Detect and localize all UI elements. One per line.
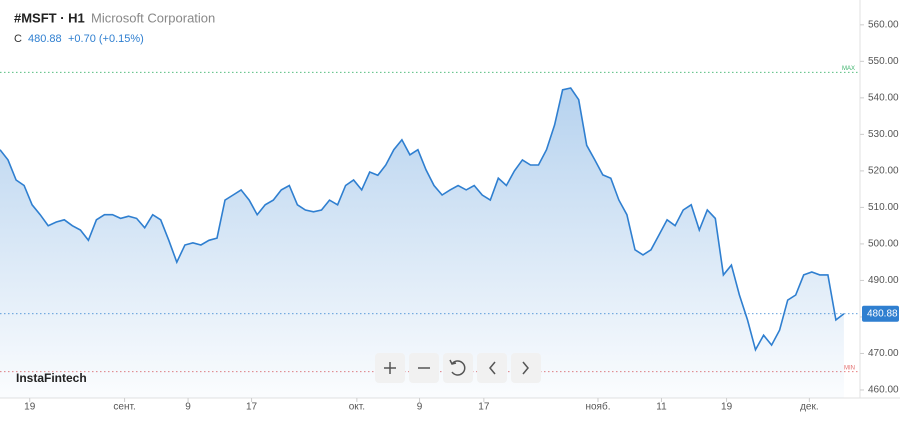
y-tick-label: 560.00	[868, 19, 899, 30]
zoom-in-button[interactable]	[375, 353, 405, 383]
brand: InstaFintech	[16, 371, 87, 385]
x-tick-label: дек.	[800, 402, 819, 413]
symbol: #MSFT · H1	[14, 10, 85, 25]
plot	[0, 71, 860, 398]
scroll-left-button[interactable]	[477, 353, 507, 383]
y-tick-label: 460.00	[868, 385, 899, 396]
y-tick-label: 530.00	[868, 129, 899, 140]
y-tick-label: 550.00	[868, 56, 899, 67]
x-tick-label: 19	[721, 402, 733, 413]
price-prefix: C	[14, 33, 22, 45]
zoom-out-button[interactable]	[409, 353, 439, 383]
x-tick-label: 9	[185, 402, 191, 413]
price-change: +0.70 (+0.15%)	[68, 33, 144, 45]
company: Microsoft Corporation	[91, 10, 215, 25]
y-tick-label: 470.00	[868, 348, 899, 359]
x-tick-label: 19	[24, 402, 36, 413]
x-tick-label: окт.	[349, 402, 365, 413]
reset-button[interactable]	[443, 353, 473, 383]
price-line	[0, 87, 845, 352]
y-tick-label: 520.00	[868, 166, 899, 177]
x-tick-label: 9	[417, 402, 423, 413]
zoom-controls	[375, 353, 541, 383]
y-tick-label: 510.00	[868, 202, 899, 213]
area	[0, 88, 844, 398]
y-tick-label: 500.00	[868, 239, 899, 250]
scroll-right-button[interactable]	[511, 353, 541, 383]
x-tick-label: нояб.	[585, 401, 610, 413]
x-tick-label: 17	[246, 402, 258, 413]
y-tick-label: 540.00	[868, 92, 899, 103]
x-tick-label: 17	[478, 402, 490, 413]
x-tick-label: сент.	[113, 402, 135, 413]
min-line-label: MIN	[844, 365, 855, 371]
max-line-label: MAX	[842, 66, 855, 72]
x-tick-label: 11	[656, 402, 667, 413]
y-tick-label: 490.00	[868, 275, 899, 286]
last-price-tag	[862, 305, 899, 322]
last-price-tag-label: 480.88	[867, 308, 898, 319]
last-price: 480.88	[28, 33, 62, 45]
